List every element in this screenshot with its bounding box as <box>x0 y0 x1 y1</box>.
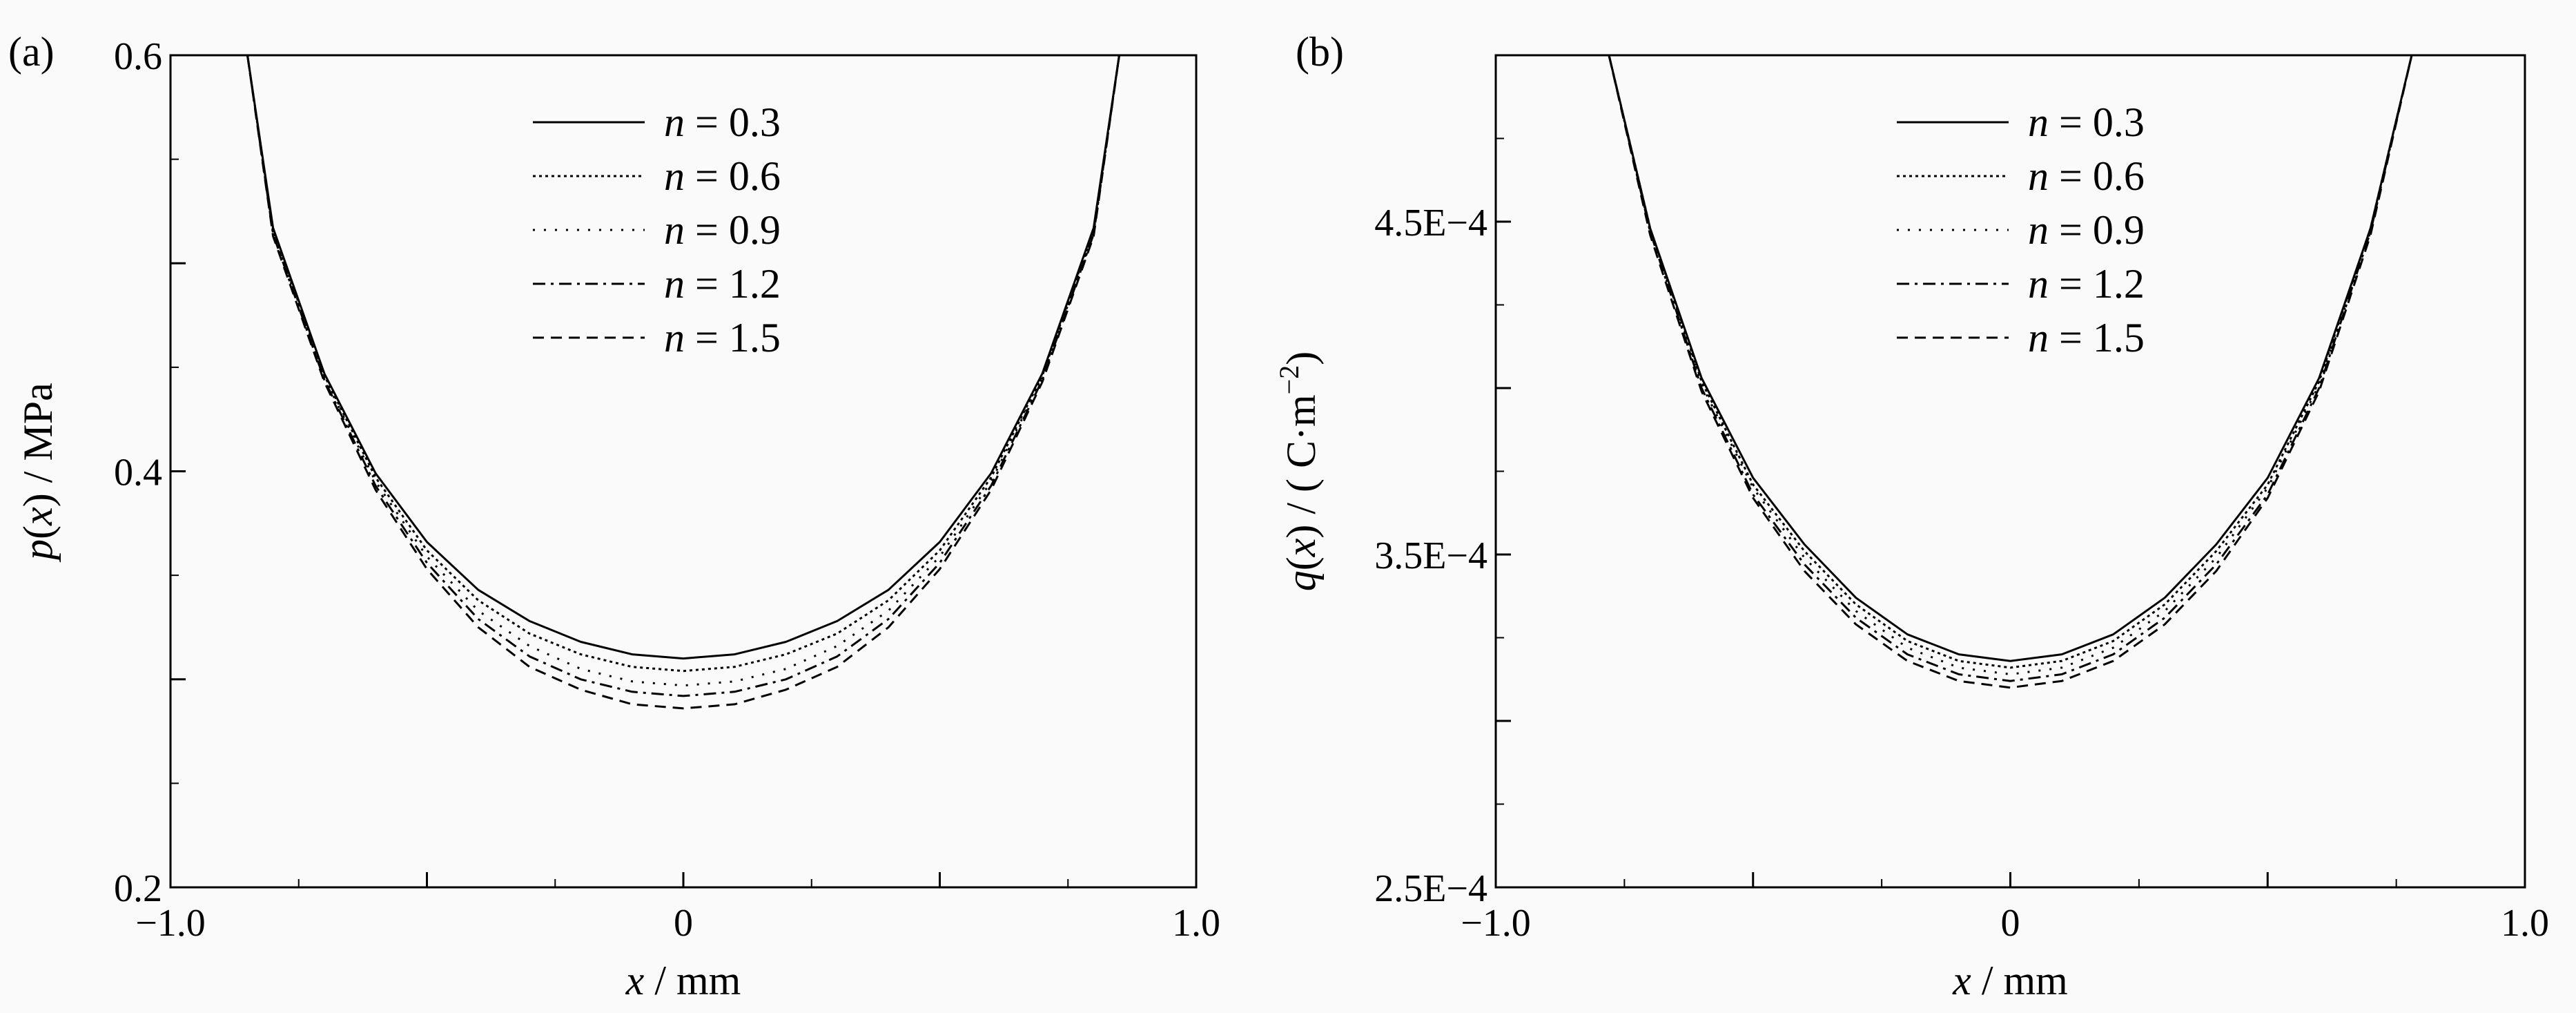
x-axis-title: x / mm <box>625 958 741 1003</box>
y-tick-label: 0.4 <box>114 452 162 494</box>
x-tick-label: 0 <box>674 902 693 945</box>
legend-entry-1: n = 0.3 <box>2028 99 2145 145</box>
y-tick-label: 4.5E−4 <box>1374 202 1487 244</box>
y-axis-title: q(x) / ( C·m−2) <box>1274 351 1324 591</box>
chart-panel-a: −1.0 0 1.0 0.2 0.4 0.6 (a) x / mm p(x) / MPa n = … <box>8 29 1220 1003</box>
legend-entry-2: n = 0.6 <box>664 153 781 199</box>
x-tick-label: −1.0 <box>135 902 206 945</box>
series-line-3 <box>1608 55 2413 675</box>
series-line-2 <box>1608 55 2413 669</box>
legend-entry-3: n = 0.9 <box>664 207 781 253</box>
series-line-5 <box>1608 55 2413 689</box>
x-axis-title: x / mm <box>1952 958 2068 1003</box>
plot-frame <box>1494 54 2526 889</box>
legend-entry-3: n = 0.9 <box>2028 207 2145 253</box>
series-line-3 <box>246 55 1120 687</box>
series-line-1 <box>246 55 1120 660</box>
legend-entry-5: n = 1.5 <box>664 315 781 360</box>
y-axis-title: p(x) / MPa <box>15 383 61 563</box>
y-tick-label: 2.5E−4 <box>1374 867 1487 910</box>
legend-entry-4: n = 1.2 <box>2028 261 2145 307</box>
series-line-1 <box>1608 55 2413 662</box>
panel-label: (b) <box>1296 29 1344 75</box>
series-line-4 <box>246 55 1120 697</box>
y-tick-label: 3.5E−4 <box>1374 534 1487 577</box>
legend-entry-5: n = 1.5 <box>2028 315 2145 360</box>
legend-entry-2: n = 0.6 <box>2028 153 2145 199</box>
y-tick-label: 0.6 <box>114 35 162 78</box>
legend: n = 0.3 n = 0.6 n = 0.9 n = 1.2 n = 1.5 <box>533 99 781 360</box>
legend: n = 0.3 n = 0.6 n = 0.9 n = 1.2 n = 1.5 <box>1897 99 2145 360</box>
chart-panel-b: −1.0 0 1.0 2.5E−4 3.5E−4 4.5E−4 (b) x / mm q(x) … <box>1274 29 2549 1003</box>
panel-label: (a) <box>8 29 55 75</box>
series-line-5 <box>246 55 1120 710</box>
legend-entry-1: n = 0.3 <box>664 99 781 145</box>
series-line-4 <box>1608 55 2413 682</box>
y-tick-label: 0.2 <box>114 867 162 910</box>
x-tick-label: 0 <box>2001 902 2020 945</box>
x-tick-label: −1.0 <box>1461 902 1531 945</box>
x-tick-label: 1.0 <box>1172 902 1220 945</box>
x-tick-label: 1.0 <box>2501 902 2549 945</box>
series-line-2 <box>246 55 1120 673</box>
legend-entry-4: n = 1.2 <box>664 261 781 307</box>
